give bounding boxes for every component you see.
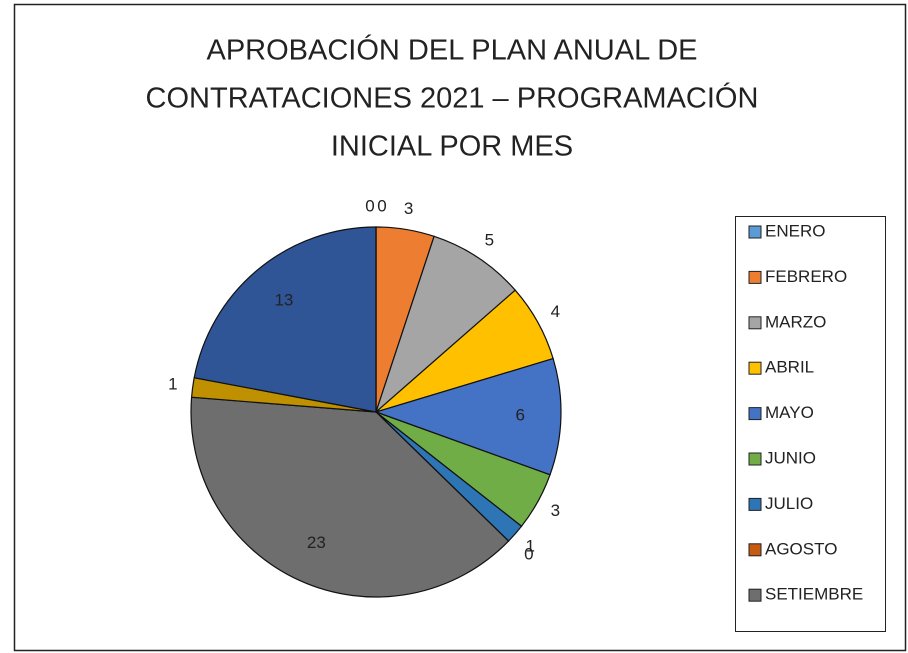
- legend-label: MAYO: [765, 403, 814, 422]
- legend-label: MARZO: [765, 312, 826, 331]
- legend-label: JULIO: [765, 494, 813, 513]
- legend-swatch: [748, 588, 762, 602]
- legend-label: AGOSTO: [765, 539, 837, 558]
- legend-label: ENERO: [765, 221, 825, 240]
- data-label: 1: [526, 536, 535, 555]
- data-label: 13: [274, 290, 293, 309]
- pie-slice: [190, 396, 510, 598]
- legend-swatch: [748, 407, 762, 421]
- legend-swatch: [748, 316, 762, 330]
- pie-slice: [374, 235, 517, 414]
- legend-swatch: [748, 270, 762, 284]
- legend-swatch: [748, 497, 762, 511]
- data-label: 3: [551, 501, 560, 520]
- data-label: 1: [168, 374, 177, 393]
- legend-label: JUNIO: [765, 448, 816, 467]
- data-label: 0: [365, 196, 374, 215]
- legend-label: FEBRERO: [765, 267, 847, 286]
- chart-title: APROBACIÓN DEL PLAN ANUAL DE: [206, 34, 697, 67]
- data-label: 3: [404, 199, 413, 218]
- legend-label: SETIEMBRE: [765, 585, 863, 604]
- data-label: 0: [524, 544, 533, 563]
- data-label: 0: [377, 196, 386, 215]
- legend-box: [735, 216, 886, 632]
- legend-label: ABRIL: [765, 358, 814, 377]
- legend-swatch: [748, 361, 762, 375]
- legend-swatch: [748, 452, 762, 466]
- data-label: 5: [485, 231, 494, 250]
- legend-swatch: [748, 543, 762, 557]
- pie-slice: [374, 357, 562, 476]
- data-label: 23: [307, 533, 326, 552]
- data-label: 6: [516, 405, 525, 424]
- legend-swatch: [748, 225, 762, 239]
- chart-title: INICIAL POR MES: [331, 131, 573, 163]
- pie-slice: [193, 226, 377, 413]
- chart-title: CONTRATACIONES 2021 – PROGRAMACIÓN: [146, 82, 759, 115]
- data-label: 4: [551, 302, 560, 321]
